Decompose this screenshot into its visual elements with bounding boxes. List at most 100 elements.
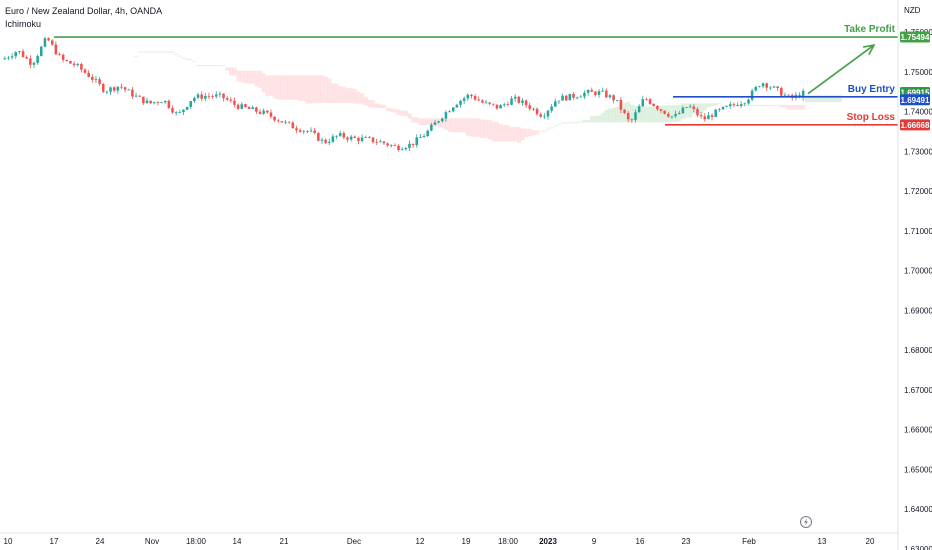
cloud-segment	[393, 109, 398, 113]
x-tick-label: Feb	[742, 537, 756, 546]
candle-body	[667, 113, 670, 117]
cloud-segment	[156, 51, 161, 53]
candle-body	[25, 57, 28, 59]
candle-body	[430, 124, 433, 131]
candle-body	[335, 135, 338, 137]
cloud-segment	[830, 95, 835, 103]
cloud-segment	[786, 104, 791, 110]
candle-body	[583, 92, 586, 97]
cloud-segment	[214, 65, 219, 67]
cloud-segment	[396, 109, 401, 115]
cloud-segment	[451, 118, 456, 133]
candle-body	[153, 102, 156, 104]
candle-body	[688, 106, 692, 108]
candle-body	[736, 105, 739, 106]
candle-body	[411, 143, 415, 146]
candle-body	[47, 38, 50, 41]
candle-body	[459, 100, 462, 105]
candle-body	[743, 103, 747, 105]
cloud-segment	[272, 75, 277, 99]
cloud-segment	[815, 95, 820, 103]
candle-body	[502, 104, 506, 106]
cloud-segment	[670, 105, 675, 122]
cloud-segment	[148, 51, 153, 53]
candle-body	[3, 58, 7, 60]
candle-body	[251, 107, 254, 109]
cloud-segment	[560, 122, 565, 124]
candle-body	[331, 136, 335, 142]
candle-body	[269, 112, 273, 117]
candle-body	[670, 116, 674, 118]
cloud-segment	[520, 128, 525, 141]
projection-arrow-head	[863, 43, 876, 56]
cloud-segment	[495, 121, 500, 142]
cloud-segment	[826, 95, 831, 103]
cloud-segment	[323, 76, 328, 104]
candle-body	[772, 86, 776, 88]
cloud-segment	[280, 75, 284, 100]
candle-body	[648, 99, 652, 104]
cloud-segment	[779, 104, 784, 108]
candle-body	[608, 95, 612, 98]
candle-body	[506, 104, 510, 106]
candle-body	[320, 139, 324, 141]
candle-body	[594, 91, 597, 95]
cloud-segment	[764, 104, 769, 106]
cloud-segment	[761, 104, 766, 106]
cloud-segment	[721, 104, 726, 106]
candle-body	[342, 133, 346, 138]
cloud-segment	[553, 125, 558, 127]
cloud-segment	[630, 104, 634, 123]
cloud-segment	[389, 108, 394, 112]
cloud-segment	[812, 95, 817, 103]
candle-body	[371, 137, 375, 143]
candle-body	[280, 121, 284, 123]
candle-body	[550, 106, 553, 111]
candle-body	[437, 121, 440, 123]
cloud-segment	[225, 67, 230, 71]
cloud-segment	[196, 65, 201, 67]
candle-body	[98, 79, 101, 85]
cloud-segment	[440, 118, 445, 128]
stop-loss-label: Stop Loss	[847, 112, 896, 123]
candle-body	[142, 96, 145, 104]
candle-body	[630, 119, 634, 121]
indicator-name: Ichimoku	[5, 19, 42, 29]
cloud-segment	[469, 118, 474, 137]
cloud-segment	[706, 103, 711, 108]
cloud-segment	[170, 51, 175, 53]
candle-body	[29, 58, 32, 65]
candle-body	[769, 87, 772, 89]
candle-body	[521, 100, 524, 103]
y-tick-label: 1.75000	[904, 68, 932, 77]
candle-body	[568, 93, 572, 101]
cloud-segment	[185, 59, 190, 61]
candle-body	[528, 105, 532, 109]
candle-body	[400, 149, 404, 151]
candle-body	[193, 97, 196, 102]
candle-body	[692, 106, 696, 110]
cloud-segment	[429, 118, 434, 127]
cloud-segment	[615, 106, 620, 123]
cloud-segment	[134, 55, 139, 57]
candle-body	[546, 110, 550, 117]
candle-body	[699, 115, 703, 117]
cloud-segment	[608, 108, 613, 123]
candle-body	[499, 105, 502, 109]
lightning-icon[interactable]	[800, 516, 812, 528]
cloud-segment	[159, 51, 164, 53]
cloud-segment	[312, 75, 317, 104]
candle-body	[517, 96, 521, 103]
y-tick-label: 1.72000	[904, 187, 932, 196]
candle-body	[634, 112, 637, 120]
cloud-segment	[287, 75, 292, 100]
cloud-segment	[239, 70, 244, 83]
candle-body	[389, 145, 393, 146]
cloud-segment	[458, 118, 463, 133]
candle-body	[247, 107, 251, 109]
cloud-segment	[491, 121, 496, 142]
cloud-segment	[254, 70, 259, 87]
candle-body	[327, 141, 331, 143]
y-tick-label: 1.71000	[904, 227, 932, 236]
